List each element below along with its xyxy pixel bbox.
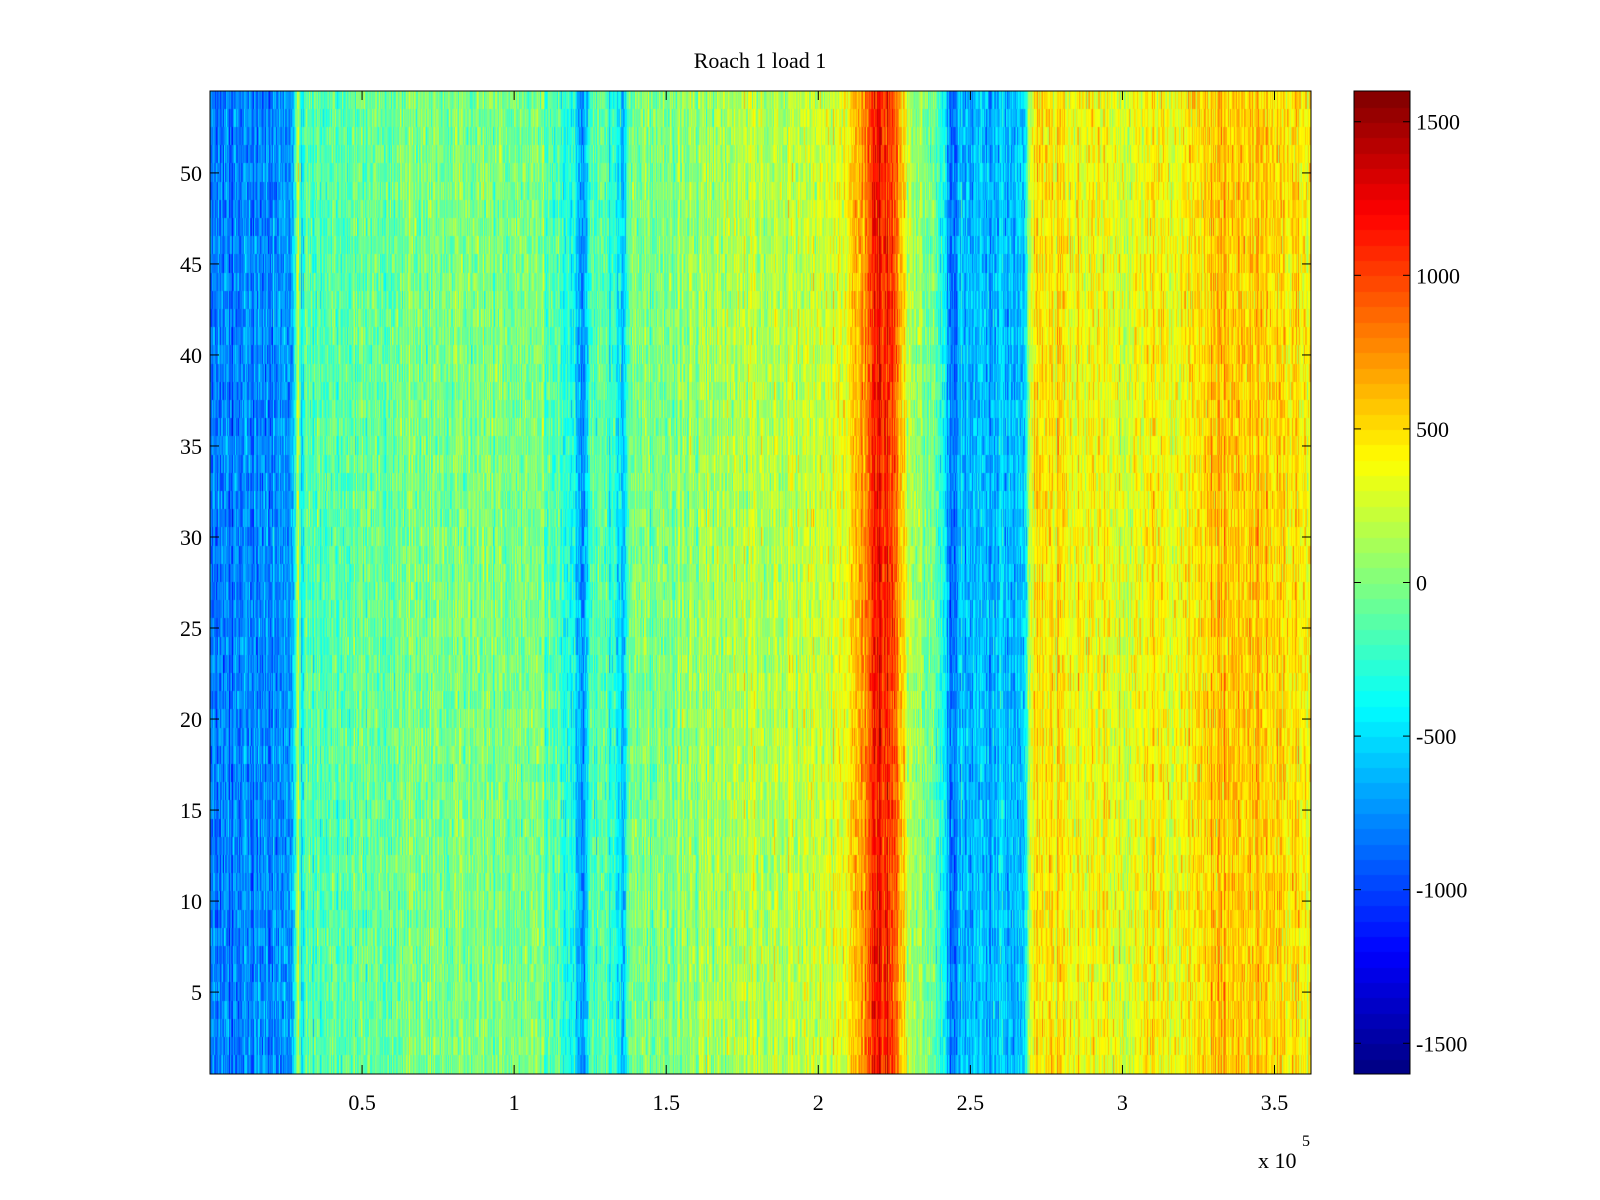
y-tick-label: 15 [180,798,202,823]
y-tick-label: 10 [180,889,202,914]
plot-area-frame [209,90,1312,1075]
colorbar-frame [1353,90,1411,1075]
colorbar-tick-label: 500 [1416,417,1449,442]
x-tick-label: 0.5 [348,1090,376,1115]
colorbar-tick-label: -1000 [1416,878,1467,903]
x-tick-label: 1.5 [652,1090,680,1115]
y-tick-label: 40 [180,343,202,368]
colorbar-tick-label: 0 [1416,571,1427,596]
y-tick-label: 45 [180,252,202,277]
x-exponent-label: x 10 [1258,1148,1297,1173]
x-exponent-power: 5 [1302,1133,1310,1150]
x-tick-label: 3 [1117,1090,1128,1115]
colorbar-tick-label: 1000 [1416,263,1460,288]
y-tick-label: 35 [180,434,202,459]
x-tick-label: 2 [813,1090,824,1115]
colorbar-ticks: 1500 1000 500 0 -500 -1000 -1500 [1354,110,1467,1056]
x-tick-label: 2.5 [957,1090,985,1115]
colorbar-tick-label: -1500 [1416,1031,1467,1056]
y-tick-label: 25 [180,616,202,641]
x-axis-ticks: 0.5 1 1.5 2 2.5 3 3.5 [348,91,1288,1115]
colorbar-tick-label: 1500 [1416,110,1460,135]
colorbar-gradient [1354,91,1410,1074]
colorbar-tick-label: -500 [1416,724,1456,749]
y-tick-label: 30 [180,525,202,550]
x-tick-label: 3.5 [1261,1090,1289,1115]
y-tick-label: 50 [180,161,202,186]
chart-title: Roach 1 load 1 [694,48,827,73]
x-tick-label: 1 [509,1090,520,1115]
y-tick-label: 20 [180,707,202,732]
y-tick-label: 5 [191,980,202,1005]
heatmap-image [210,91,1311,1074]
y-axis-ticks: 5 10 15 20 25 30 35 40 45 50 [180,161,1311,1005]
